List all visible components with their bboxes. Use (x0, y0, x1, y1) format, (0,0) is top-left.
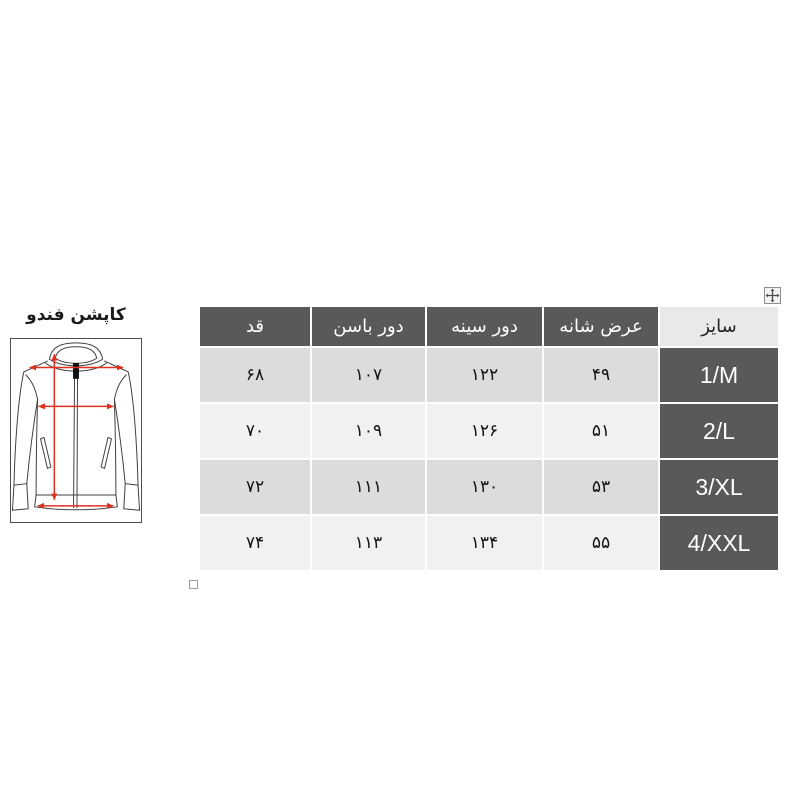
table-row: 3/XL ۵۳ ۱۳۰ ۱۱۱ ۷۲ (198, 458, 780, 516)
chest-value: ۱۲۲ (425, 346, 544, 404)
length-value: ۷۰ (198, 402, 312, 460)
table-row: 2/L ۵۱ ۱۲۶ ۱۰۹ ۷۰ (198, 402, 780, 460)
jacket-diagram-frame (10, 338, 142, 523)
shoulder-value: ۵۵ (542, 514, 660, 572)
zipper-pull (73, 363, 79, 379)
length-value: ۷۲ (198, 458, 312, 516)
four-way-move-icon (765, 288, 780, 303)
table-row: 1/M ۴۹ ۱۲۲ ۱۰۷ ۶۸ (198, 346, 780, 404)
table-move-handle[interactable] (764, 287, 781, 304)
col-header-size: سایز (658, 305, 780, 348)
size-label: 4/XXL (658, 514, 780, 572)
table-row: 4/XXL ۵۵ ۱۳۴ ۱۱۳ ۷۴ (198, 514, 780, 572)
size-label: 1/M (658, 346, 780, 404)
table-resize-handle[interactable] (189, 580, 198, 589)
measurement-arrows (29, 353, 124, 509)
col-header-shoulder: عرض شانه (542, 305, 660, 348)
hip-value: ۱۰۷ (310, 346, 427, 404)
col-header-hip: دور باسن (310, 305, 427, 348)
jacket-title: کاپشن فندو (26, 305, 126, 325)
chest-value: ۱۳۴ (425, 514, 544, 572)
table-header-row: سایز عرض شانه دور سینه دور باسن قد (198, 305, 780, 348)
shoulder-value: ۵۳ (542, 458, 660, 516)
chest-value: ۱۳۰ (425, 458, 544, 516)
col-header-chest: دور سینه (425, 305, 544, 348)
jacket-diagram (11, 342, 141, 511)
length-value: ۷۴ (198, 514, 312, 572)
shoulder-value: ۴۹ (542, 346, 660, 404)
length-value: ۶۸ (198, 346, 312, 404)
size-label: 3/XL (658, 458, 780, 516)
col-header-length: قد (198, 305, 312, 348)
size-table: سایز عرض شانه دور سینه دور باسن قد 1/M ۴… (198, 305, 780, 572)
jacket-outline (11, 342, 141, 511)
hip-value: ۱۱۱ (310, 458, 427, 516)
shoulder-value: ۵۱ (542, 402, 660, 460)
hip-value: ۱۰۹ (310, 402, 427, 460)
hip-value: ۱۱۳ (310, 514, 427, 572)
chest-value: ۱۲۶ (425, 402, 544, 460)
size-label: 2/L (658, 402, 780, 460)
